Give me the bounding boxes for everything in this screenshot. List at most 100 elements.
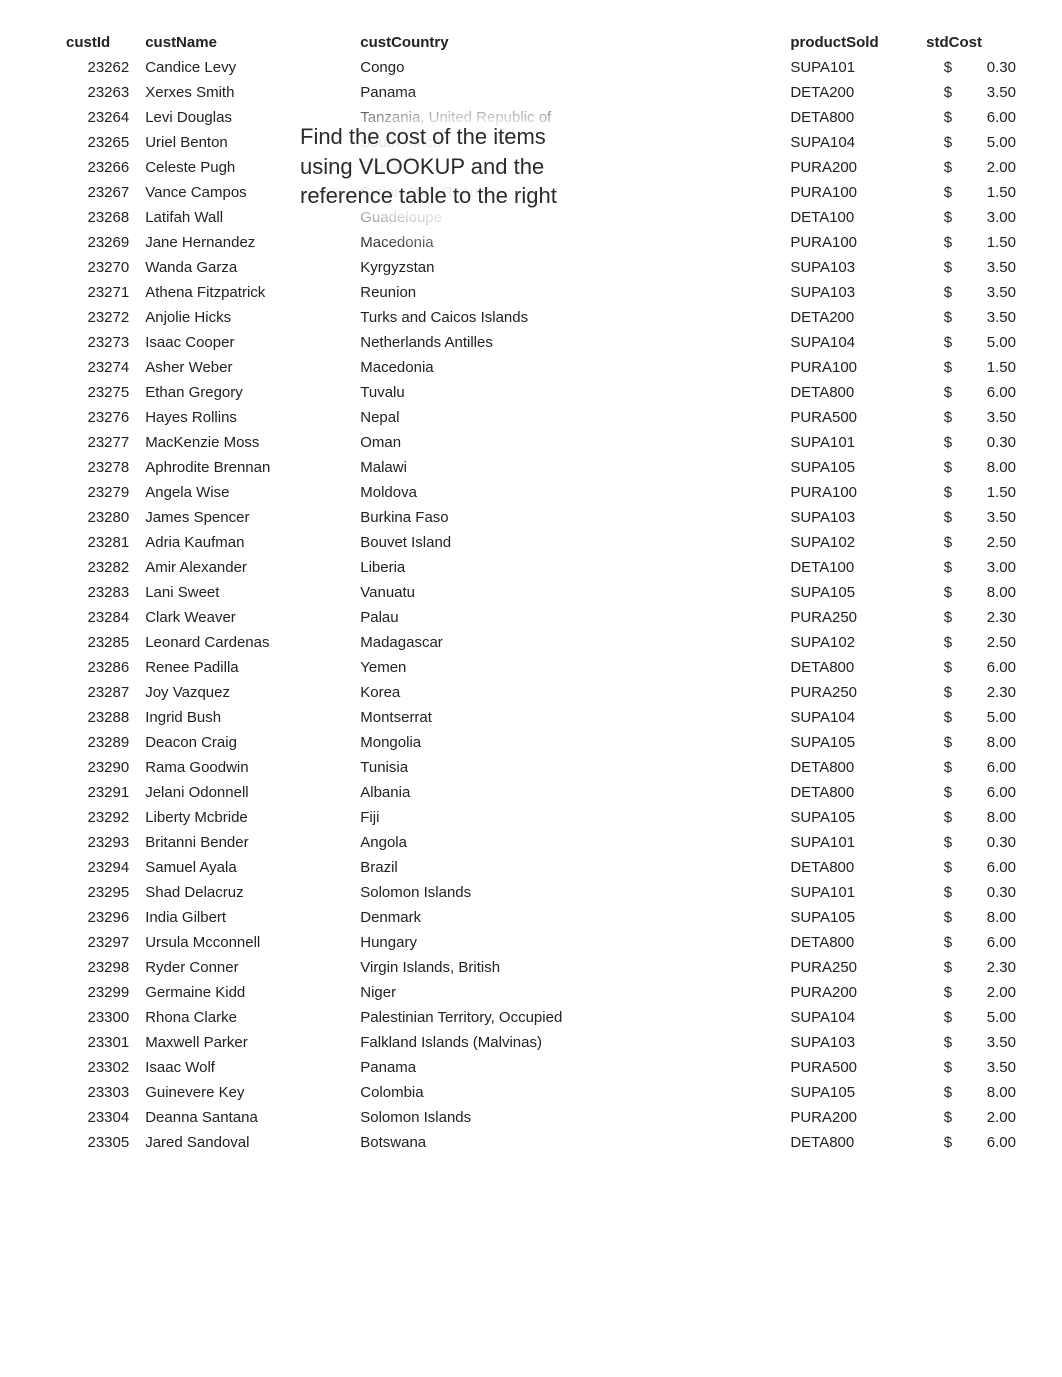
cell-custid: 23301 xyxy=(60,1030,139,1055)
cell-currency: $ xyxy=(920,180,954,205)
cell-productsold: SUPA105 xyxy=(784,1080,920,1105)
cell-productsold: DETA800 xyxy=(784,1130,920,1155)
table-header-row: custId custName custCountry productSold … xyxy=(60,30,1022,55)
cell-currency: $ xyxy=(920,305,954,330)
cell-currency: $ xyxy=(920,580,954,605)
table-body: 23262Candice LevyCongoSUPA101$0.3023263X… xyxy=(60,55,1022,1155)
cell-custid: 23302 xyxy=(60,1055,139,1080)
cell-stdcost: 8.00 xyxy=(954,455,1022,480)
cell-stdcost: 8.00 xyxy=(954,730,1022,755)
cell-custid: 23285 xyxy=(60,630,139,655)
cell-custid: 23295 xyxy=(60,880,139,905)
cell-custcountry: Reunion xyxy=(354,280,784,305)
cell-custid: 23299 xyxy=(60,980,139,1005)
cell-custcountry: Denmark xyxy=(354,905,784,930)
cell-productsold: PURA100 xyxy=(784,230,920,255)
cell-custcountry: Angola xyxy=(354,830,784,855)
cell-currency: $ xyxy=(920,730,954,755)
cell-custname: MacKenzie Moss xyxy=(139,430,354,455)
cell-custname: Lani Sweet xyxy=(139,580,354,605)
cell-currency: $ xyxy=(920,880,954,905)
cell-custid: 23271 xyxy=(60,280,139,305)
cell-custid: 23269 xyxy=(60,230,139,255)
cell-stdcost: 6.00 xyxy=(954,105,1022,130)
cell-currency: $ xyxy=(920,655,954,680)
cell-custname: Athena Fitzpatrick xyxy=(139,280,354,305)
cell-currency: $ xyxy=(920,980,954,1005)
cell-currency: $ xyxy=(920,455,954,480)
table-row: 23305Jared SandovalBotswanaDETA800$6.00 xyxy=(60,1130,1022,1155)
table-row: 23268Latifah WallGuadeloupeDETA100$3.00 xyxy=(60,205,1022,230)
cell-custname: Amir Alexander xyxy=(139,555,354,580)
cell-productsold: DETA800 xyxy=(784,855,920,880)
cell-custname: Samuel Ayala xyxy=(139,855,354,880)
cell-custname: Deacon Craig xyxy=(139,730,354,755)
cell-productsold: PURA500 xyxy=(784,405,920,430)
cell-stdcost: 6.00 xyxy=(954,755,1022,780)
cell-custcountry: Albania xyxy=(354,780,784,805)
cell-custid: 23289 xyxy=(60,730,139,755)
cell-custcountry: Malawi xyxy=(354,455,784,480)
cell-productsold: PURA250 xyxy=(784,680,920,705)
cell-productsold: SUPA104 xyxy=(784,330,920,355)
cell-currency: $ xyxy=(920,1130,954,1155)
cell-custname: Xerxes Smith xyxy=(139,80,354,105)
cell-custname: Shad Delacruz xyxy=(139,880,354,905)
table-row: 23291Jelani OdonnellAlbaniaDETA800$6.00 xyxy=(60,780,1022,805)
table-row: 23274Asher WeberMacedoniaPURA100$1.50 xyxy=(60,355,1022,380)
cell-custid: 23281 xyxy=(60,530,139,555)
cell-stdcost: 2.50 xyxy=(954,530,1022,555)
cell-custcountry: Vanuatu xyxy=(354,580,784,605)
cell-custname: Britanni Bender xyxy=(139,830,354,855)
cell-productsold: SUPA105 xyxy=(784,580,920,605)
cell-stdcost: 2.30 xyxy=(954,605,1022,630)
cell-custcountry: Colombia xyxy=(354,1080,784,1105)
cell-currency: $ xyxy=(920,230,954,255)
cell-custcountry: Bouvet Island xyxy=(354,530,784,555)
cell-custname: Angela Wise xyxy=(139,480,354,505)
cell-productsold: SUPA103 xyxy=(784,1030,920,1055)
table-row: 23272Anjolie HicksTurks and Caicos Islan… xyxy=(60,305,1022,330)
cell-stdcost: 6.00 xyxy=(954,780,1022,805)
cell-stdcost: 3.50 xyxy=(954,405,1022,430)
cell-stdcost: 5.00 xyxy=(954,330,1022,355)
table-row: 23283Lani SweetVanuatuSUPA105$8.00 xyxy=(60,580,1022,605)
cell-productsold: DETA100 xyxy=(784,205,920,230)
cell-custname: Latifah Wall xyxy=(139,205,354,230)
cell-custid: 23296 xyxy=(60,905,139,930)
cell-custcountry: Tanzania, United Republic of xyxy=(354,105,784,130)
cell-custcountry: Solomon Islands xyxy=(354,1105,784,1130)
cell-stdcost: 3.00 xyxy=(954,555,1022,580)
cell-custname: Clark Weaver xyxy=(139,605,354,630)
cell-custcountry: Liberia xyxy=(354,555,784,580)
cell-custid: 23286 xyxy=(60,655,139,680)
col-custid: custId xyxy=(60,30,139,55)
cell-stdcost: 3.50 xyxy=(954,305,1022,330)
table-row: 23282Amir AlexanderLiberiaDETA100$3.00 xyxy=(60,555,1022,580)
cell-productsold: DETA800 xyxy=(784,380,920,405)
cell-stdcost: 6.00 xyxy=(954,380,1022,405)
table-row: 23279Angela WiseMoldovaPURA100$1.50 xyxy=(60,480,1022,505)
cell-custcountry: Netherlands Antilles xyxy=(354,330,784,355)
cell-custcountry: Syrian Arab Republic xyxy=(354,180,784,205)
cell-stdcost: 2.30 xyxy=(954,680,1022,705)
table-row: 23270Wanda GarzaKyrgyzstanSUPA103$3.50 xyxy=(60,255,1022,280)
cell-productsold: DETA200 xyxy=(784,80,920,105)
cell-currency: $ xyxy=(920,380,954,405)
table-row: 23285Leonard CardenasMadagascarSUPA102$2… xyxy=(60,630,1022,655)
cell-custname: Adria Kaufman xyxy=(139,530,354,555)
table-row: 23284Clark WeaverPalauPURA250$2.30 xyxy=(60,605,1022,630)
cell-currency: $ xyxy=(920,280,954,305)
cell-custid: 23270 xyxy=(60,255,139,280)
table-row: 23267Vance CamposSyrian Arab RepublicPUR… xyxy=(60,180,1022,205)
cell-currency: $ xyxy=(920,955,954,980)
cell-custname: Liberty Mcbride xyxy=(139,805,354,830)
cell-stdcost: 5.00 xyxy=(954,1005,1022,1030)
cell-productsold: PURA100 xyxy=(784,180,920,205)
cell-custname: Deanna Santana xyxy=(139,1105,354,1130)
cell-custid: 23266 xyxy=(60,155,139,180)
cell-custid: 23284 xyxy=(60,605,139,630)
cell-custcountry: Macedonia xyxy=(354,355,784,380)
cell-custid: 23290 xyxy=(60,755,139,780)
cell-custname: Jane Hernandez xyxy=(139,230,354,255)
